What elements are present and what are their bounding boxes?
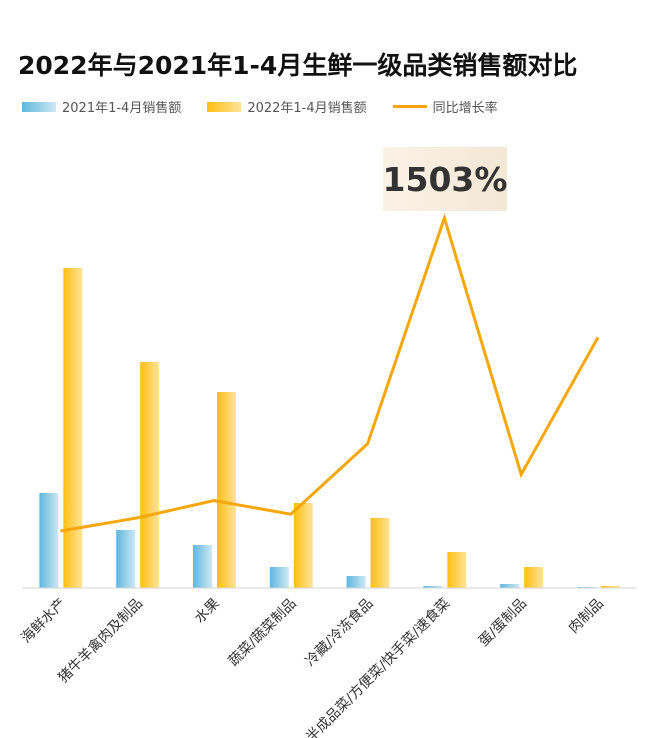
legend-item-growth: 同比增长率 xyxy=(392,97,498,116)
bar-2021-3 xyxy=(269,567,289,588)
x-tick-label-7: 肉制品 xyxy=(566,596,607,637)
chart-title: 2022年与2021年1-4月生鲜一级品类销售额对比 xyxy=(18,51,578,80)
bar-2022-5 xyxy=(447,552,467,588)
x-tick-label-5: 半成品菜/方便菜/快手菜/速食菜 xyxy=(303,595,454,738)
legend-item-2021: 2021年1-4月销售额 xyxy=(22,97,181,116)
bar-2022-3 xyxy=(293,503,313,588)
legend-swatch-2022 xyxy=(207,101,242,112)
x-tick-label-2: 水果 xyxy=(192,596,223,627)
legend-label-growth: 同比增长率 xyxy=(432,101,498,116)
bar-2022-1 xyxy=(140,362,160,588)
x-tick-label-3: 蔬菜/蔬菜制品 xyxy=(226,596,300,670)
bar-2022-6 xyxy=(524,567,544,588)
bar-2022-7 xyxy=(601,586,620,588)
legend-item-2022: 2022年1-4月销售额 xyxy=(207,97,367,116)
legend-label-2022: 2022年1-4月销售额 xyxy=(247,101,367,116)
bar-2021-4 xyxy=(346,576,366,588)
bar-2022-0 xyxy=(63,268,83,588)
bar-2021-5 xyxy=(423,586,443,588)
growth-rate-line xyxy=(60,213,600,533)
legend-swatch-growth xyxy=(392,105,427,108)
legend: 2021年1-4月销售额 2022年1-4月销售额 同比增长率 xyxy=(22,97,498,116)
bar-2021-2 xyxy=(193,545,212,588)
x-tick-label-0: 海鲜水产 xyxy=(18,596,69,647)
legend-label-2021: 2021年1-4月销售额 xyxy=(62,101,182,116)
peak-annotation: 1503% xyxy=(383,147,507,211)
bar-2021-1 xyxy=(116,530,136,588)
bar-2022-2 xyxy=(217,392,236,588)
bar-2022-4 xyxy=(370,518,390,588)
bar-2021-0 xyxy=(39,493,59,588)
bar-2021-6 xyxy=(500,584,520,588)
legend-swatch-2021 xyxy=(22,101,56,112)
x-tick-label-1: 猪牛羊禽肉及制品 xyxy=(55,595,146,686)
x-tick-label-4: 冷藏/冷冻食品 xyxy=(302,595,377,670)
x-tick-label-6: 蛋/蛋制品 xyxy=(476,596,530,650)
